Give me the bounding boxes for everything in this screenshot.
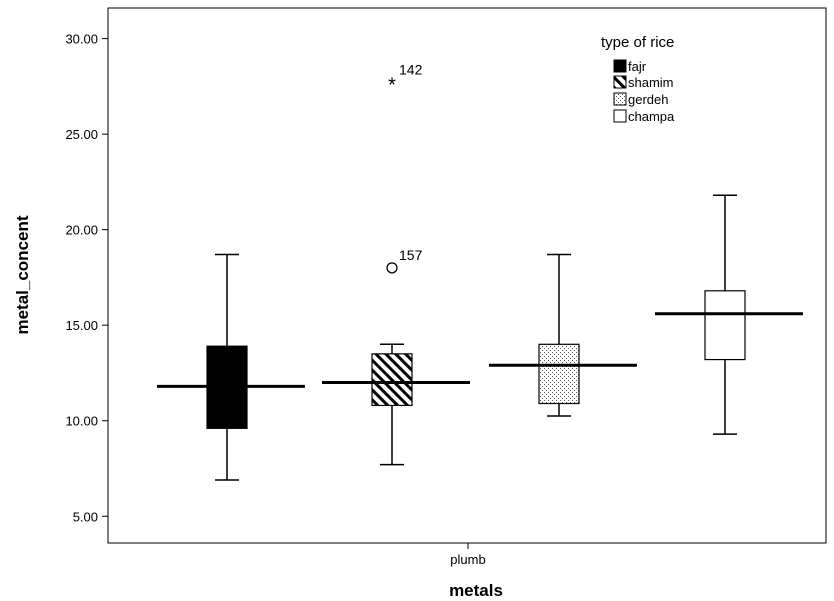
legend-swatch-gerdeh xyxy=(613,92,627,106)
legend-label-gerdeh: gerdeh xyxy=(628,92,668,107)
box-iqr xyxy=(538,343,580,405)
outlier-label: 142 xyxy=(399,62,423,78)
y-axis-title: metal_concent xyxy=(13,215,32,334)
y-tick-label: 10.00 xyxy=(65,414,98,429)
y-tick-label: 30.00 xyxy=(65,32,98,47)
x-category-label: plumb xyxy=(450,552,485,567)
legend: type of rice fajr shamim gerdeh champa xyxy=(601,34,675,124)
box-gerdeh xyxy=(489,253,637,417)
legend-swatch-fajr xyxy=(613,59,627,73)
y-tick-label: 25.00 xyxy=(65,127,98,142)
plot-frame xyxy=(107,7,827,544)
outlier-circle xyxy=(386,262,398,274)
y-axis-ticks: 5.00 10.00 15.00 20.00 25.00 30.00 xyxy=(65,32,108,524)
legend-label-shamim: shamim xyxy=(628,75,674,90)
box-champa xyxy=(655,194,803,435)
outlier-label: 157 xyxy=(399,247,423,263)
legend-label-champa: champa xyxy=(628,109,675,124)
box-shamim: *142 157 xyxy=(322,62,470,466)
y-tick-label: 5.00 xyxy=(73,509,98,524)
box-series: *142 157 xyxy=(157,62,803,481)
box-iqr xyxy=(371,353,413,407)
legend-swatch-champa xyxy=(613,109,627,123)
y-tick-label: 20.00 xyxy=(65,223,98,238)
legend-label-fajr: fajr xyxy=(628,59,647,74)
legend-title: type of rice xyxy=(601,34,674,51)
x-axis-title: metals xyxy=(449,581,503,600)
box-iqr xyxy=(704,290,746,361)
outlier-star: * xyxy=(388,75,396,97)
box-fajr xyxy=(157,253,305,481)
y-tick-label: 15.00 xyxy=(65,318,98,333)
legend-swatch-shamim xyxy=(613,75,627,89)
